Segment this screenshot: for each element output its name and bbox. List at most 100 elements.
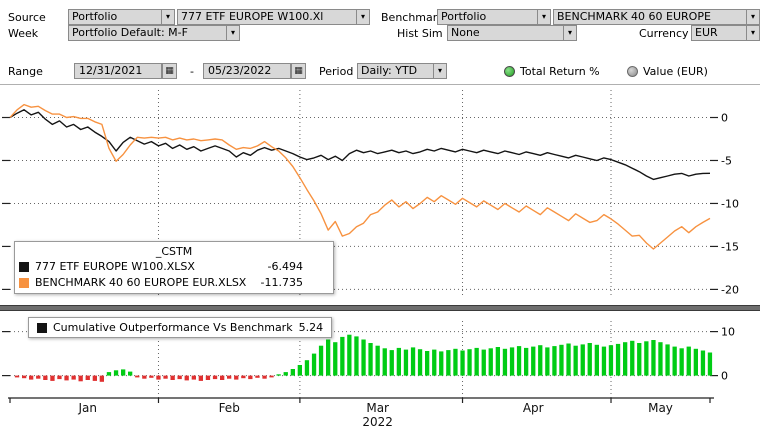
outperformance-bar-positive [333, 342, 337, 375]
outperformance-bar-negative [79, 376, 83, 382]
outperformance-bar-positive [503, 349, 507, 376]
y-tick-label: -15 [721, 240, 739, 253]
outperformance-bar-negative [50, 376, 54, 381]
chevron-down-icon[interactable] [356, 10, 369, 24]
outperformance-label: Cumulative Outperformance Vs Benchmark [53, 321, 293, 334]
outperformance-bar-positive [305, 360, 309, 375]
currency-value: EUR [692, 26, 746, 40]
legend-title: _CSTM [19, 244, 329, 259]
outperformance-bar-positive [319, 346, 323, 376]
y-tick-label: -5 [721, 154, 732, 167]
outperformance-bar-negative [213, 376, 217, 380]
outperformance-value: 5.24 [299, 321, 324, 334]
currency-label: Currency [639, 26, 689, 41]
y-tick-label: 10 [721, 326, 735, 339]
legend-swatch-outperformance [37, 323, 47, 333]
year-label: 2022 [362, 415, 393, 429]
period-value: Daily: YTD [358, 64, 433, 78]
currency-dropdown[interactable]: EUR [691, 25, 760, 41]
period-label: Period [319, 64, 353, 79]
range-start-input[interactable]: 12/31/2021 [74, 63, 162, 79]
calendar-icon[interactable] [291, 63, 306, 79]
outperformance-bar-positive [298, 365, 302, 376]
radio-value-eur-label: Value (EUR) [643, 65, 708, 78]
hist-sim-value: None [448, 26, 563, 40]
outperformance-bar-negative [100, 376, 104, 382]
outperformance-bar-positive [510, 347, 514, 375]
benchmark-file-dropdown[interactable]: BENCHMARK 40 60 EUROPE [553, 9, 760, 25]
outperformance-bar-positive [326, 340, 330, 376]
chevron-down-icon[interactable] [161, 10, 174, 24]
y-tick-label: 0 [721, 112, 728, 125]
outperformance-bar-positive [708, 353, 712, 376]
calendar-icon[interactable] [162, 63, 177, 79]
source-dropdown[interactable]: Portfolio [68, 9, 175, 25]
outperformance-bar-negative [22, 376, 26, 379]
outperformance-bar-negative [156, 376, 160, 380]
source-label: Source [8, 10, 46, 25]
portfolio-file-value: 777 ETF EUROPE W100.Xl [178, 10, 356, 24]
y-tick-label: -20 [721, 283, 739, 296]
source-dropdown-value: Portfolio [69, 10, 161, 24]
legend-series-value: -6.494 [268, 259, 329, 275]
outperformance-bar-positive [397, 348, 401, 376]
outperformance-bar-positive [623, 342, 627, 375]
chevron-down-icon[interactable] [433, 64, 446, 78]
outperformance-bar-negative [171, 376, 175, 380]
range-end-input[interactable]: 05/23/2022 [203, 63, 291, 79]
radio-unselected-icon [627, 66, 638, 77]
legend-row: BENCHMARK 40 60 EUROPE EUR.XLSX -11.735 [19, 275, 329, 291]
chevron-down-icon[interactable] [563, 26, 576, 40]
outperformance-bar-positive [340, 337, 344, 376]
week-dropdown[interactable]: Portfolio Default: M-F [68, 25, 240, 41]
outperformance-bar-positive [114, 370, 118, 375]
outperformance-bar-negative [199, 376, 203, 381]
radio-value-eur[interactable]: Value (EUR) [627, 63, 708, 79]
period-dropdown[interactable]: Daily: YTD [357, 63, 447, 79]
outperformance-bar-positive [609, 345, 613, 375]
outperformance-bar-positive [602, 347, 606, 376]
outperformance-bar-positive [489, 348, 493, 375]
outperformance-bar-positive [552, 346, 556, 376]
outperformance-bar-positive [496, 347, 500, 376]
legend-series-value: -11.735 [261, 275, 329, 291]
outperformance-bar-positive [701, 351, 705, 376]
outperformance-bar-positive [439, 351, 443, 375]
outperformance-bar-negative [227, 376, 231, 379]
outperformance-bar-positive [644, 341, 648, 375]
range-separator: - [190, 64, 194, 79]
outperformance-bar-positive [107, 372, 111, 376]
outperformance-bar-positive [425, 351, 429, 376]
outperformance-bar-positive [588, 343, 592, 376]
week-label: Week [8, 26, 38, 41]
benchmark-source-value: Portfolio [438, 10, 537, 24]
legend-row: 777 ETF EUROPE W100.XLSX -6.494 [19, 259, 329, 275]
outperformance-bar-negative [86, 376, 90, 380]
outperformance-bar-positive [368, 343, 372, 376]
outperformance-bar-positive [665, 344, 669, 375]
outperformance-bar-negative [72, 376, 76, 380]
outperformance-bar-negative [178, 376, 182, 380]
hist-sim-dropdown[interactable]: None [447, 25, 577, 41]
outperformance-bar-positive [475, 348, 479, 376]
outperformance-bar-negative [234, 376, 238, 380]
chevron-down-icon[interactable] [746, 26, 759, 40]
month-label: May [648, 401, 673, 415]
week-dropdown-value: Portfolio Default: M-F [69, 26, 226, 40]
outperformance-bar-positive [630, 341, 634, 376]
outperformance-bar-positive [694, 349, 698, 376]
outperformance-bar-positive [687, 347, 691, 376]
outperformance-bar-positive [411, 347, 415, 375]
outperformance-bar-positive [453, 349, 457, 376]
benchmark-source-dropdown[interactable]: Portfolio [437, 9, 551, 25]
outperformance-bar-positive [524, 348, 528, 376]
portfolio-file-dropdown[interactable]: 777 ETF EUROPE W100.Xl [177, 9, 370, 25]
outperformance-bar-positive [545, 347, 549, 375]
y-tick-label: -10 [721, 197, 739, 210]
chevron-down-icon[interactable] [226, 26, 239, 40]
chevron-down-icon[interactable] [537, 10, 550, 24]
outperformance-bar-positive [595, 345, 599, 376]
outperformance-bar-positive [277, 374, 281, 375]
chevron-down-icon[interactable] [746, 10, 759, 24]
radio-total-return[interactable]: Total Return % [504, 63, 600, 79]
